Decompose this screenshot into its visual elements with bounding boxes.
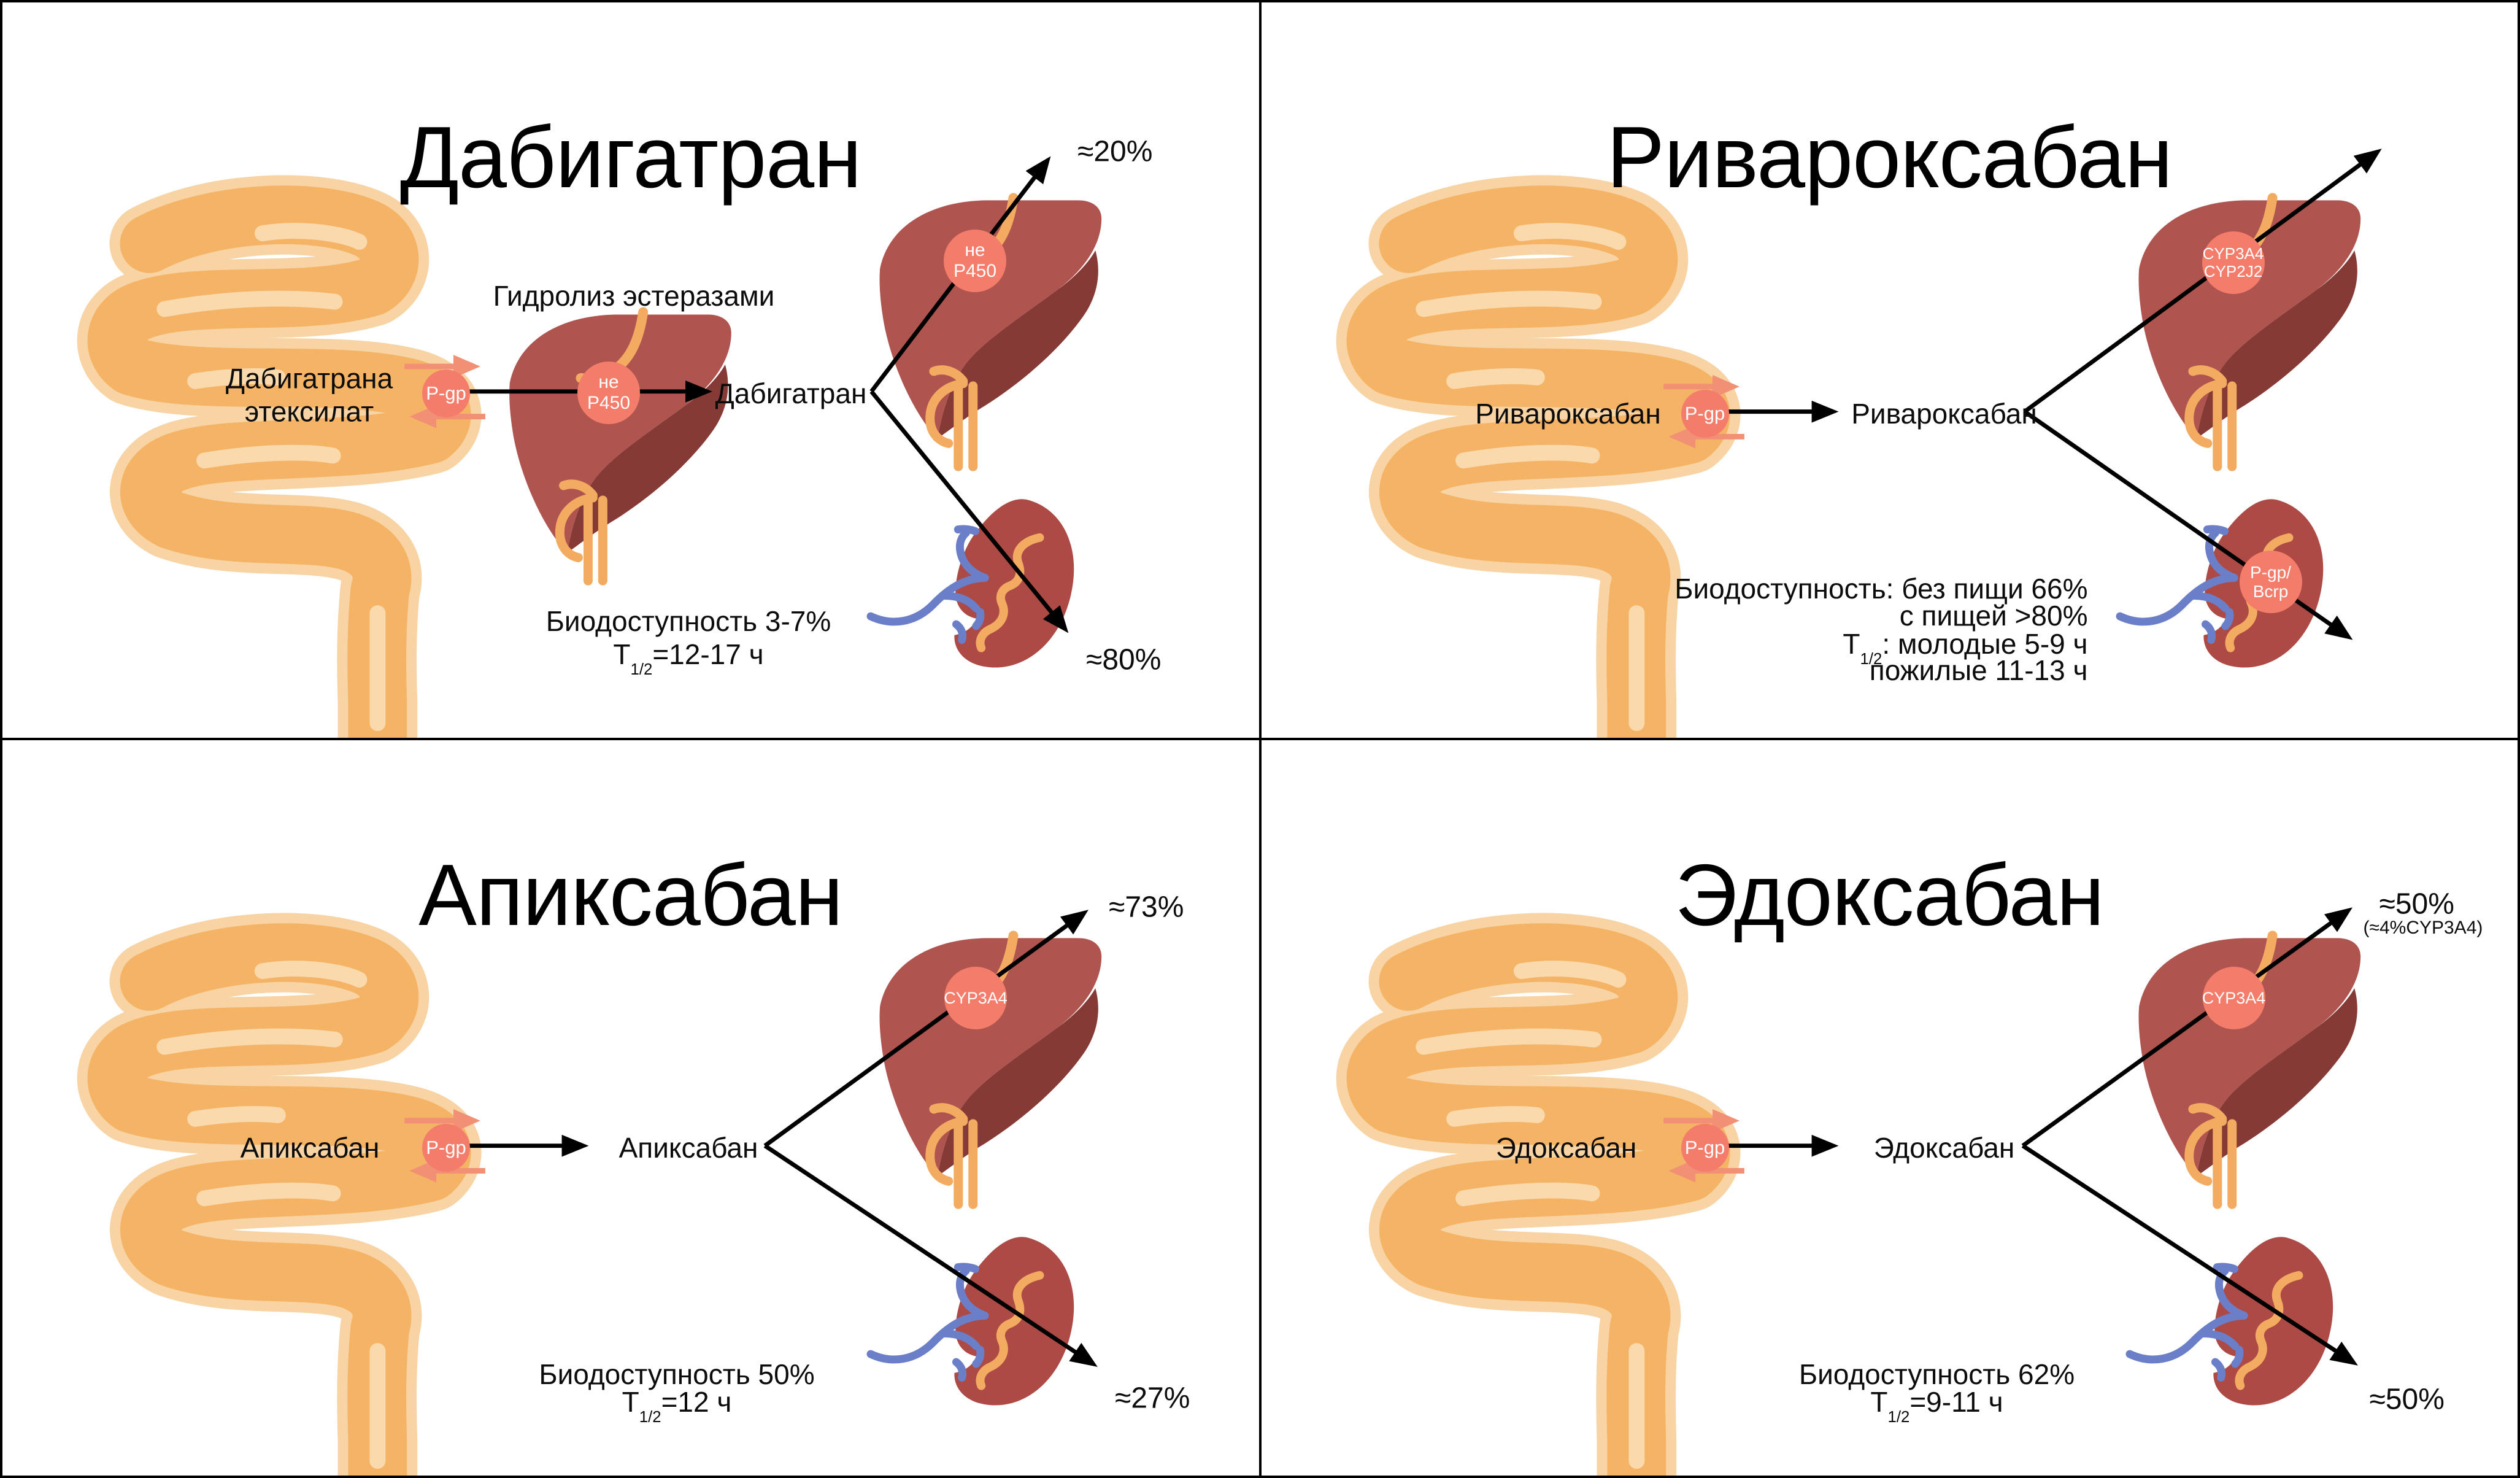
pre-drug-label: Дабигатрана этексилат xyxy=(225,362,393,428)
half-life-value: =12-17 ч xyxy=(652,638,764,670)
panel-title: Ривароксабан xyxy=(1606,108,2173,206)
pre-drug-label: Эдоксабан xyxy=(1495,1131,1637,1164)
intestine-illustration xyxy=(1376,953,1700,1476)
renal-excretion-percent: ≈80% xyxy=(1086,643,1162,676)
half-life-text: T1/2=12-17 ч xyxy=(613,638,764,678)
post-drug-label: Эдоксабан xyxy=(1873,1131,2015,1164)
flow-arrows xyxy=(1728,907,2358,1366)
panel-artwork xyxy=(1262,907,2518,1476)
hepatic-excretion-percent: ≈50% xyxy=(2379,888,2454,921)
half-life-text: T1/2=12 ч xyxy=(622,1385,732,1425)
liver-enzyme-badge: CYP3A4 xyxy=(2202,967,2265,1029)
renal-excretion-percent: ≈50% xyxy=(2369,1383,2445,1416)
post-drug-label: Ривароксабан xyxy=(1851,397,2037,430)
pgp-badge: P-gp xyxy=(422,1124,470,1172)
bioavailability-text: Биодоступность 3-7% xyxy=(545,605,831,637)
half-life-prefix: T xyxy=(622,1385,639,1418)
panel-rivaroxaban: Ривароксабан Ривароксабан Ривароксабан P… xyxy=(1261,2,2518,738)
flow-arrows xyxy=(469,910,1098,1367)
half-life-subscript: 1/2 xyxy=(639,1409,661,1426)
pgp-badge: P-gp xyxy=(1681,1124,1729,1172)
intestine-illustration xyxy=(117,953,442,1476)
hydrolysis-label: Гидролиз эстеразами xyxy=(493,279,775,312)
half-life-subscript: 1/2 xyxy=(1860,651,1882,668)
liver-enzyme-badge: CYP3A4 CYP2J2 xyxy=(2202,231,2265,294)
kidney-transporter-badge: P-gp/ Bcrp xyxy=(2239,551,2302,613)
half-life-value: =12 ч xyxy=(661,1385,732,1418)
intestine-illustration xyxy=(117,215,442,738)
renal-excretion-percent: ≈27% xyxy=(1115,1382,1190,1415)
post-drug-label: Дабигатран xyxy=(715,377,867,409)
half-life-prefix: T xyxy=(1843,628,1860,660)
panel-dabigatran: Дабигатран Дабигатрана этексилат Гидроли… xyxy=(2,2,1259,738)
half-life-subscript: 1/2 xyxy=(1887,1409,1910,1426)
panel-title: Дабигатран xyxy=(399,108,862,206)
bioavailability-text-line1: Биодоступность: без пищи 66% xyxy=(1674,573,2088,605)
liver-enzyme-badge: не Р450 xyxy=(944,230,1006,292)
kidney-illustration xyxy=(866,467,1093,684)
panel-title: Апиксабан xyxy=(418,846,843,944)
hepatic-excretion-note: (≈4%CYP3A4) xyxy=(2363,918,2483,938)
panel-artwork xyxy=(2,910,1259,1476)
panel-edoxaban: Эдоксабан Эдоксабан Эдоксабан P-gp CYP3A… xyxy=(1261,740,2518,1476)
liver-enzyme-badge: CYP3A4 xyxy=(944,967,1008,1029)
half-life-text: T1/2: молодые 5-9 ч xyxy=(1843,627,2088,667)
bioavailability-text: Биодоступность 62% xyxy=(1798,1358,2075,1390)
bioavailability-text: Биодоступность 50% xyxy=(539,1358,815,1390)
pre-drug-label: Ривароксабан xyxy=(1475,397,1661,430)
half-life-text: T1/2=9-11 ч xyxy=(1870,1385,2003,1425)
first-pass-enzyme-badge: не Р450 xyxy=(577,362,640,424)
first-pass-liver-illustration xyxy=(509,312,731,581)
pgp-badge: P-gp xyxy=(1681,390,1729,438)
panel-apixaban: Апиксабан Апиксабан Апиксабан P-gp CYP3A… xyxy=(2,740,1259,1476)
bioavailability-text-line2: с пищей >80% xyxy=(1899,600,2088,632)
half-life-prefix: T xyxy=(613,638,631,670)
pgp-badge: P-gp xyxy=(422,370,470,417)
half-life-value: =9-11 ч xyxy=(1909,1385,2003,1418)
half-life-subscript: 1/2 xyxy=(630,661,653,679)
half-life-prefix: T xyxy=(1870,1385,1888,1418)
bioavailability-text-line4: пожилые 11-13 ч xyxy=(1869,654,2088,686)
post-drug-label: Апиксабан xyxy=(618,1131,758,1164)
half-life-value: : молодые 5-9 ч xyxy=(1882,628,2088,660)
panel-title: Эдоксабан xyxy=(1674,846,2105,944)
hepatic-excretion-percent: ≈20% xyxy=(1077,135,1153,168)
hepatic-excretion-percent: ≈73% xyxy=(1109,891,1184,924)
pre-drug-label: Апиксабан xyxy=(240,1131,380,1164)
intestine-illustration xyxy=(1376,215,1700,738)
